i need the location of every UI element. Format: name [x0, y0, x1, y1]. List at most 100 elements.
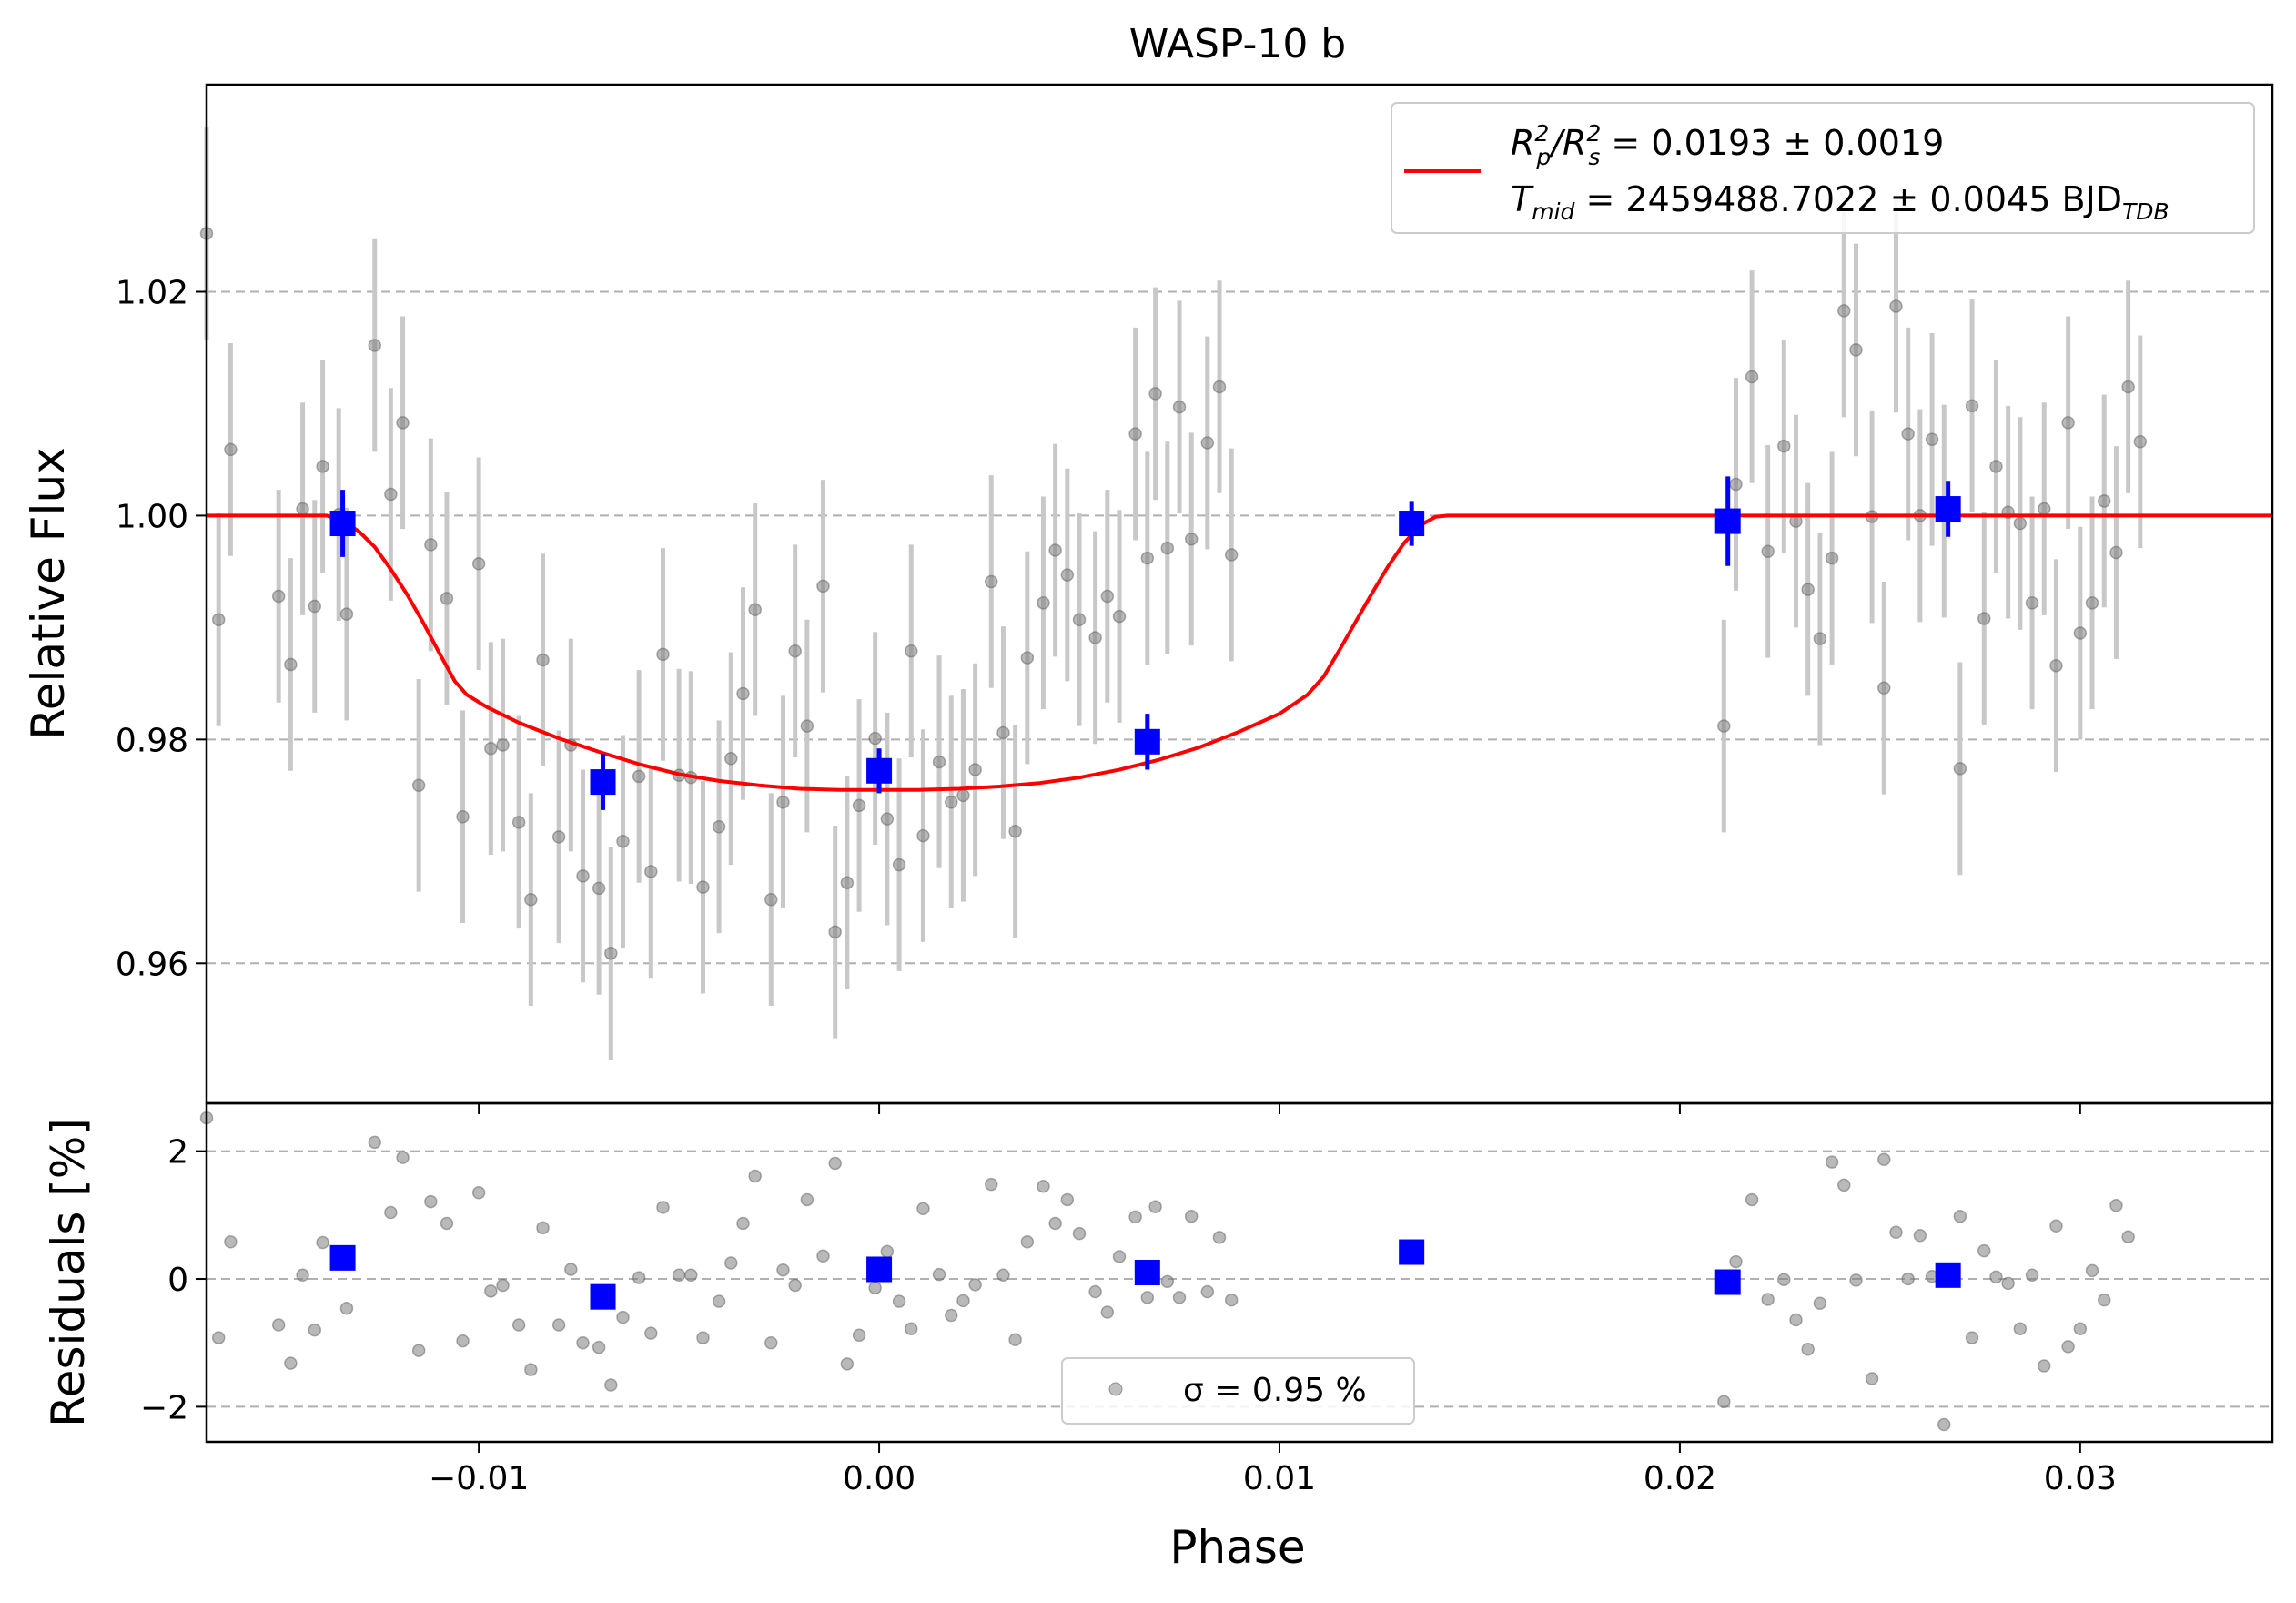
residual-point: [2073, 1322, 2088, 1336]
residual-point: [724, 1256, 738, 1270]
residual-point: [736, 1216, 750, 1231]
residual-point: [632, 1271, 646, 1284]
raw-point: [2049, 658, 2063, 673]
raw-point: [1060, 568, 1075, 582]
residual-point: [1140, 1291, 1155, 1304]
residual-point: [1112, 1250, 1127, 1263]
residuals-legend-marker: [1108, 1382, 1123, 1396]
residual-point: [1977, 1243, 1991, 1258]
residual-point: [1877, 1152, 1891, 1167]
residual-point: [2085, 1263, 2099, 1278]
raw-point: [748, 603, 762, 616]
raw-point: [296, 502, 309, 516]
raw-point: [2121, 380, 2135, 394]
residual-point: [1717, 1395, 1731, 1409]
residual-point: [2001, 1276, 2015, 1291]
residual-point: [816, 1249, 830, 1263]
residual-binned-point: [1714, 1269, 1741, 1295]
residual-point: [1849, 1273, 1863, 1287]
residual-point: [932, 1267, 946, 1282]
residual-point: [484, 1284, 498, 1298]
residual-point: [2037, 1359, 2051, 1373]
raw-point: [996, 725, 1010, 740]
residuals-binned-points: [329, 1239, 1961, 1310]
residual-binned-point: [1134, 1260, 1160, 1285]
raw-point: [576, 869, 590, 883]
residual-point: [576, 1335, 590, 1350]
residual-point: [368, 1135, 382, 1150]
residual-point: [1825, 1155, 1839, 1169]
raw-point: [1849, 343, 1863, 357]
residual-point: [284, 1356, 298, 1370]
residual-point: [396, 1151, 410, 1164]
raw-point: [984, 574, 998, 589]
residual-point: [684, 1268, 698, 1283]
residual-point: [1889, 1225, 1903, 1240]
residual-point: [564, 1263, 578, 1276]
raw-point: [1761, 544, 1775, 559]
residual-point: [511, 1318, 526, 1332]
x-axis-label: Phase: [1169, 1521, 1305, 1574]
raw-point: [1212, 380, 1227, 394]
residual-point: [764, 1335, 778, 1350]
raw-point: [271, 589, 286, 604]
residual-point: [1745, 1192, 1759, 1207]
raw-point: [396, 416, 410, 430]
residual-point: [456, 1334, 470, 1348]
residual-point: [1072, 1226, 1087, 1241]
raw-point: [1877, 681, 1891, 695]
residual-point: [1048, 1216, 1062, 1231]
binned-point: [1714, 508, 1741, 534]
raw-point: [456, 809, 470, 824]
residual-point: [271, 1318, 286, 1332]
raw-point: [788, 644, 802, 658]
light-curve-legend: R2 p/R2 s = 0.0193 ± 0.0019 Tmid = 2459488…: [1391, 102, 2255, 234]
raw-point: [1813, 632, 1827, 645]
residual-point: [1729, 1254, 1743, 1269]
residual-point: [748, 1169, 762, 1183]
raw-point: [736, 686, 750, 701]
raw-point: [1925, 432, 1939, 447]
raw-point: [868, 731, 882, 746]
residual-point: [712, 1294, 726, 1308]
residual-point: [1200, 1284, 1215, 1299]
raw-point: [1072, 613, 1087, 627]
raw-point: [1989, 460, 2003, 473]
residual-point: [296, 1268, 309, 1283]
raw-point: [536, 653, 550, 667]
raw-point: [916, 828, 930, 843]
raw-point: [1825, 551, 1839, 565]
raw-point: [2109, 545, 2123, 560]
raw-point: [1200, 436, 1215, 450]
legend-radius-ratio-label: R2 p/R2 s = 0.0193 ± 0.0019: [1511, 120, 1944, 170]
residuals-y-tick-label: 0: [167, 1262, 188, 1299]
residual-point: [2049, 1219, 2063, 1233]
raw-point: [724, 752, 738, 766]
x-tick-label: 0.01: [1243, 1460, 1316, 1497]
chart-title: WASP-10 b: [1129, 21, 1346, 67]
residual-binned-point: [1399, 1239, 1425, 1265]
residual-point: [644, 1326, 658, 1340]
raw-point: [224, 442, 238, 457]
residual-point: [696, 1331, 710, 1344]
raw-point: [211, 613, 226, 627]
light-curve-y-axis-label: Relative Flux: [22, 447, 75, 739]
raw-point: [1020, 651, 1035, 665]
residual-point: [892, 1294, 906, 1308]
residual-point: [776, 1263, 790, 1277]
residual-point: [1037, 1179, 1050, 1193]
raw-point: [339, 607, 354, 621]
raw-point: [905, 644, 918, 658]
raw-point: [616, 835, 630, 848]
raw-point: [956, 788, 970, 803]
residual-point: [968, 1278, 982, 1292]
raw-point: [1048, 543, 1062, 557]
raw-point: [511, 816, 526, 829]
residual-binned-point: [1935, 1262, 1961, 1288]
residual-point: [945, 1308, 958, 1323]
residual-point: [2121, 1230, 2135, 1243]
raw-point: [2037, 502, 2051, 516]
raw-point: [2085, 596, 2099, 610]
residuals-axes-frame: [205, 1101, 2274, 1444]
